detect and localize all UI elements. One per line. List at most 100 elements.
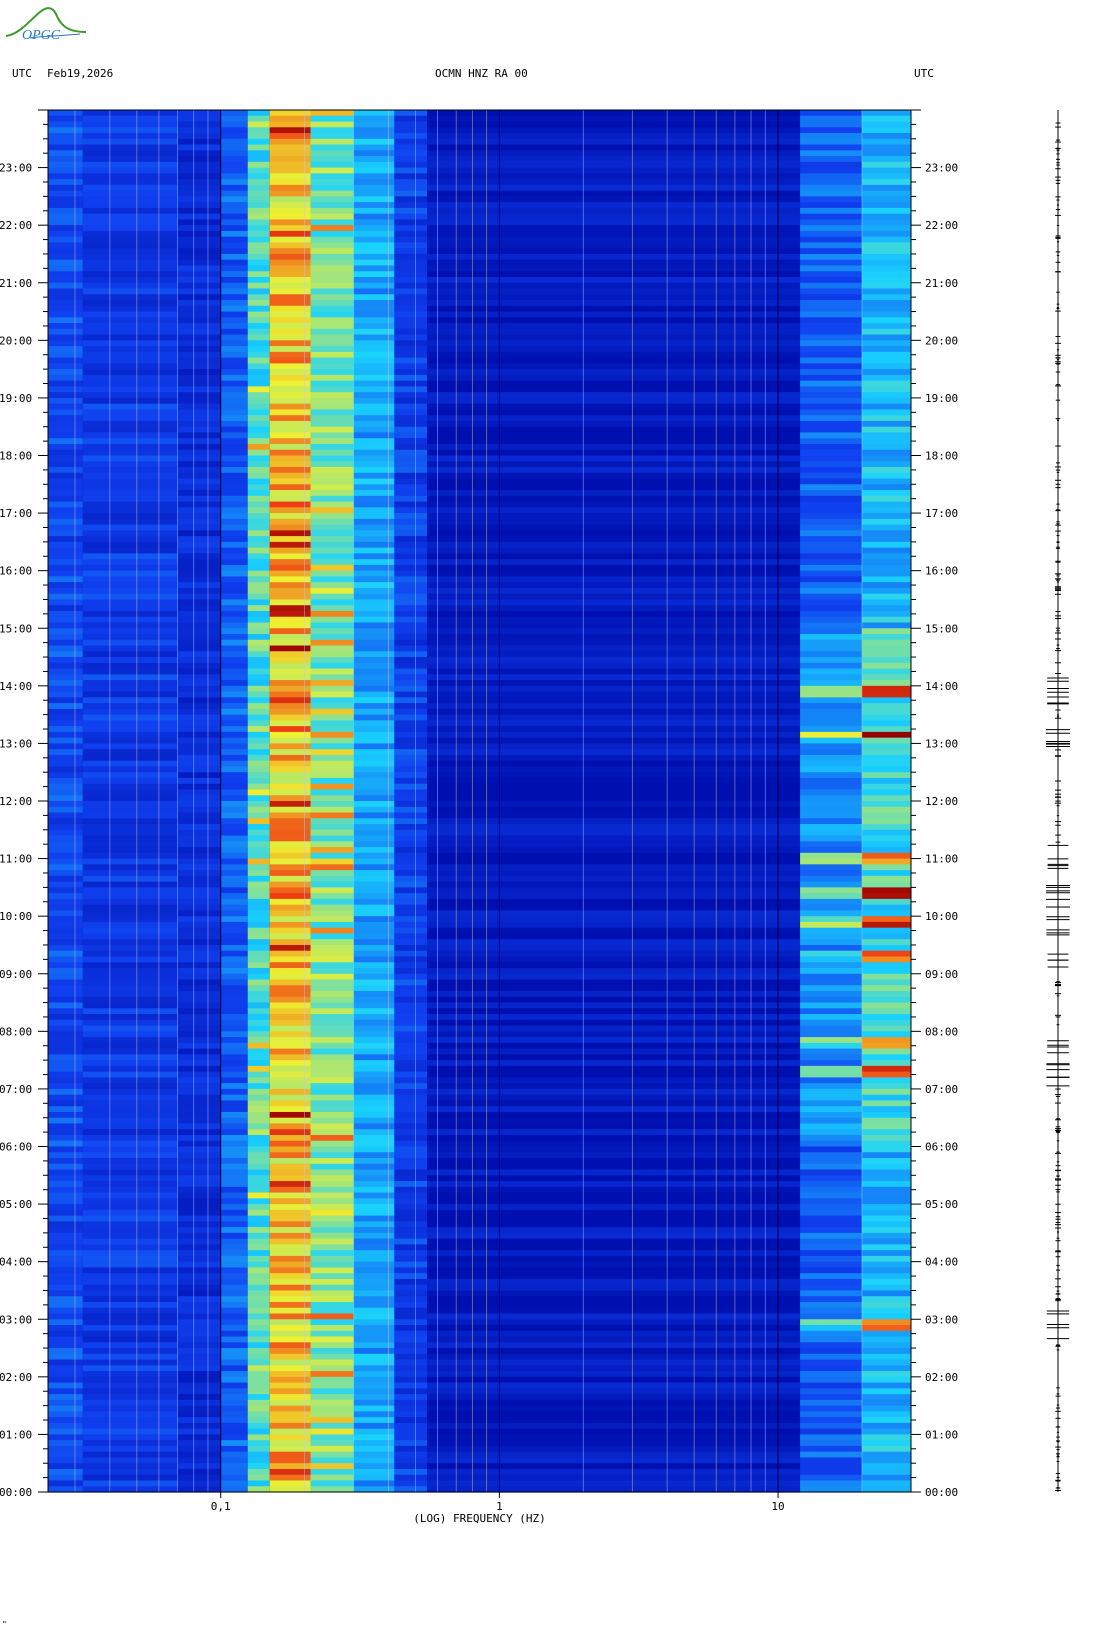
spectrogram-cell [310,173,354,180]
spectrogram-cell [861,110,911,117]
spectrogram-cell [394,904,428,912]
spectrogram-cell [48,1037,83,1044]
spectrogram-cell [177,731,221,739]
spectrogram-cell [394,731,428,739]
spectrogram-cell [177,806,221,814]
spectrogram-cell [48,127,83,134]
spectrogram-cell [177,1060,221,1067]
spectrogram-cell [353,1106,395,1113]
spectrogram-cell [82,432,178,439]
spectrogram-cell [310,403,354,411]
spectrogram-cell [427,167,801,174]
spectrogram-cell [48,374,83,382]
spectrogram-cell [220,1019,248,1027]
spectrogram-cell [269,616,311,624]
spectrogram-cell [82,1192,178,1199]
spectrogram-cell [353,1175,395,1182]
spectrogram-cell [220,979,248,986]
spectrogram-cell [394,230,428,238]
spectrogram-cell [427,242,801,249]
spectrogram-cell [427,703,801,710]
spectrogram-cell [269,634,311,641]
spectrogram-cell [48,680,83,687]
spectrogram-cell [427,518,801,526]
spectrogram-cell [427,1428,801,1436]
spectrogram-cell [427,1008,801,1015]
spectrogram-cell [247,1008,270,1015]
spectrogram-cell [82,501,178,508]
spectrogram-cell [861,536,911,543]
spectrogram-cell [48,380,83,387]
spectrogram-cell [220,553,248,560]
spectrogram-cell [177,386,221,393]
spectrogram-cell [82,133,178,140]
spectrogram-cell [82,1417,178,1424]
spectrogram-cell [48,812,83,819]
spectrogram-cell [82,743,178,750]
spectrogram-cell [82,1330,178,1338]
spectrogram-cell [48,369,83,376]
spectrogram-cell [269,754,311,762]
spectrogram-cell [427,133,801,140]
spectrogram-cell [247,634,270,641]
spectrogram-cell [861,138,911,146]
spectrogram-cell [800,167,862,174]
spectrogram-cell [800,1215,862,1222]
spectrogram-cell [861,282,911,290]
spectrogram-cell [177,870,221,877]
spectrogram-cell [861,668,911,675]
spectrogram-cell [353,311,395,318]
spectrogram-cell [220,939,248,946]
spectrogram-cell [48,1094,83,1102]
spectrogram-cell [177,680,221,687]
spectrogram-cell [310,536,354,543]
spectrogram-cell [269,1486,311,1493]
y-tick-label-right: 10:00 [925,910,958,923]
spectrogram-cell [269,1065,311,1073]
spectrogram-cell [177,230,221,238]
spectrogram-cell [394,300,428,307]
spectrogram-cell [220,1123,248,1130]
spectrogram-cell [310,576,354,583]
spectrogram-cell [48,1261,83,1269]
spectrogram-cell [82,1486,178,1493]
spectrogram-cell [353,1042,395,1050]
spectrogram-cell [220,1422,248,1430]
spectrogram-cell [310,1330,354,1338]
spectrogram-cell [269,374,311,382]
spectrogram-cell [800,691,862,698]
spectrogram-cell [177,340,221,347]
spectrogram-cell [177,812,221,819]
spectrogram-cell [82,1359,178,1366]
spectrogram-cell [247,1129,270,1136]
spectrogram-cell [353,731,395,739]
spectrogram-cell [247,593,270,601]
spectrogram-cell [427,265,801,272]
spectrogram-cell [800,766,862,773]
spectrogram-cell [177,1204,221,1211]
spectrogram-cell [861,634,911,641]
spectrogram-cell [394,812,428,819]
spectrogram-cell [269,449,311,457]
spectrogram-cell [394,783,428,791]
spectrogram-cell [800,996,862,1004]
spectrogram-cell [310,386,354,393]
spectrogram-cell [427,369,801,376]
spectrogram-cell [269,294,311,301]
spectrogram-cell [220,1158,248,1165]
spectrogram-cell [310,1123,354,1130]
spectrogram-cell [247,1313,270,1320]
spectrogram-cell [861,1204,911,1211]
spectrogram-cell [82,1296,178,1303]
spectrogram-cell [269,593,311,601]
spectrogram-cell [861,674,911,681]
spectrogram-cell [800,1088,862,1096]
spectrogram-cell [394,875,428,883]
spectrogram-cell [800,1140,862,1148]
spectrogram-cell [427,985,801,992]
spectrogram-cell [269,622,311,629]
spectrogram-cell [310,110,354,117]
spectrogram-cell [394,138,428,146]
spectrogram-cell [353,858,395,865]
spectrogram-cell [220,110,248,117]
